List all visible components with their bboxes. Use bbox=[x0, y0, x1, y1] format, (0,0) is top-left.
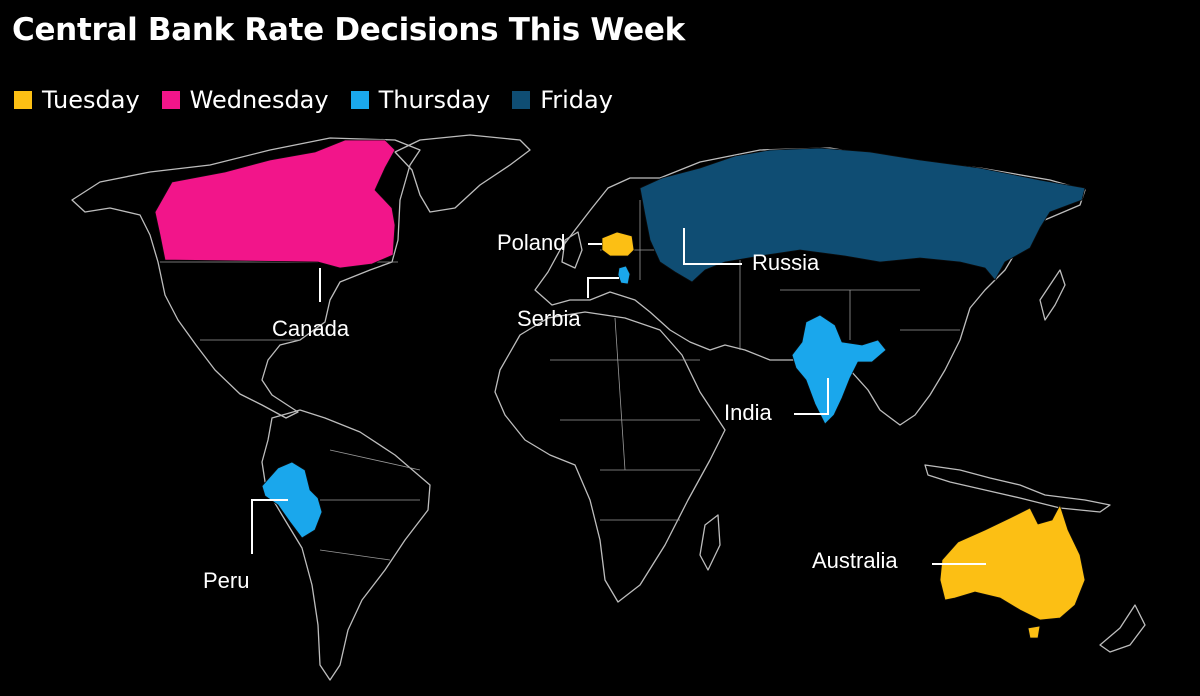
label-russia: Russia bbox=[752, 250, 820, 275]
leader-lines bbox=[251, 228, 986, 565]
madagascar-outline bbox=[699, 514, 721, 571]
uk-outline bbox=[561, 231, 583, 269]
country-russia[interactable] bbox=[639, 147, 1086, 283]
africa-outline bbox=[494, 311, 726, 603]
map-title: Central Bank Rate Decisions This Week bbox=[12, 12, 685, 48]
country-labels: Canada Poland Russia Serbia India Peru A… bbox=[203, 230, 898, 593]
legend-label: Thursday bbox=[378, 86, 491, 114]
leader-serbia bbox=[587, 277, 619, 298]
country-australia-tasmania[interactable] bbox=[1027, 625, 1041, 639]
country-australia[interactable] bbox=[939, 504, 1086, 621]
legend-label: Wednesday bbox=[189, 86, 329, 114]
country-india[interactable] bbox=[791, 314, 887, 425]
southeast-asia-islands-outline bbox=[924, 464, 1111, 513]
legend-swatch bbox=[161, 91, 180, 109]
new-zealand-outline bbox=[1099, 604, 1146, 653]
legend-item-thursday: Thursday bbox=[350, 86, 491, 114]
country-canada[interactable] bbox=[154, 139, 396, 269]
label-poland: Poland bbox=[497, 230, 566, 255]
legend: Tuesday Wednesday Thursday Friday bbox=[14, 86, 635, 114]
leader-peru bbox=[251, 499, 288, 554]
eurasia-outline bbox=[534, 147, 1086, 426]
country-poland[interactable] bbox=[601, 231, 635, 257]
legend-label: Friday bbox=[540, 86, 613, 114]
legend-item-tuesday: Tuesday bbox=[14, 86, 140, 114]
label-australia: Australia bbox=[812, 548, 898, 573]
legend-label: Tuesday bbox=[42, 86, 140, 114]
legend-item-friday: Friday bbox=[512, 86, 613, 114]
label-serbia: Serbia bbox=[517, 306, 581, 331]
country-peru[interactable] bbox=[261, 461, 323, 539]
north-america-outline bbox=[71, 137, 421, 419]
legend-item-wednesday: Wednesday bbox=[161, 86, 329, 114]
label-canada: Canada bbox=[272, 316, 350, 341]
south-america-outline bbox=[261, 409, 431, 681]
legend-swatch bbox=[512, 91, 531, 109]
leader-russia bbox=[683, 228, 742, 265]
greenland-outline bbox=[394, 134, 531, 213]
legend-swatch bbox=[350, 91, 369, 109]
japan-outline bbox=[1039, 269, 1066, 321]
label-india: India bbox=[724, 400, 772, 425]
highlighted-countries bbox=[154, 139, 1086, 639]
label-peru: Peru bbox=[203, 568, 249, 593]
leader-india bbox=[794, 378, 829, 415]
country-serbia[interactable] bbox=[617, 265, 631, 285]
legend-swatch bbox=[14, 91, 32, 109]
